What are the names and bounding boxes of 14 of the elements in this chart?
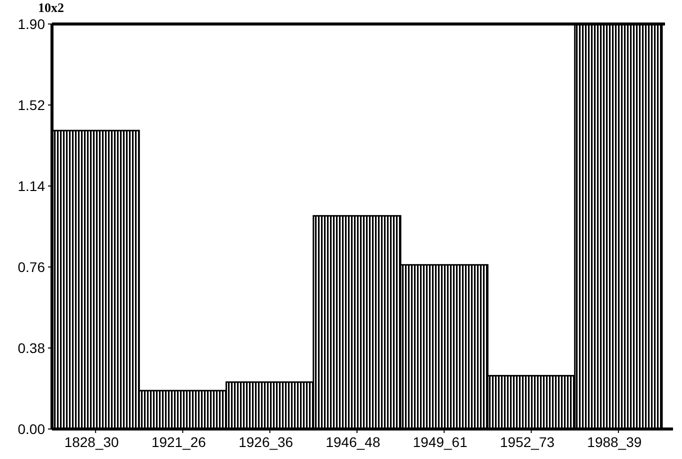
x-tick-label: 1921_26 (151, 434, 206, 450)
y-axis-title: 10x2 (38, 0, 64, 15)
x-tick-label: 1949_61 (412, 434, 468, 450)
x-tick-label: 1988_39 (587, 434, 642, 450)
x-tick-label: 1946_48 (326, 434, 380, 450)
y-tick-label: 0.76 (18, 258, 46, 275)
y-tick-label: 1.90 (18, 16, 46, 32)
y-tick-label: 1.14 (18, 178, 46, 194)
x-tick-label: 1952_73 (500, 434, 555, 450)
x-tick-label: 1828_30 (64, 434, 120, 450)
x-tick-label: 1926_36 (238, 434, 294, 450)
y-tick-label: 0.38 (18, 340, 46, 356)
y-tick-label: 0.00 (18, 420, 46, 437)
y-tick-label: 1.52 (18, 96, 46, 113)
